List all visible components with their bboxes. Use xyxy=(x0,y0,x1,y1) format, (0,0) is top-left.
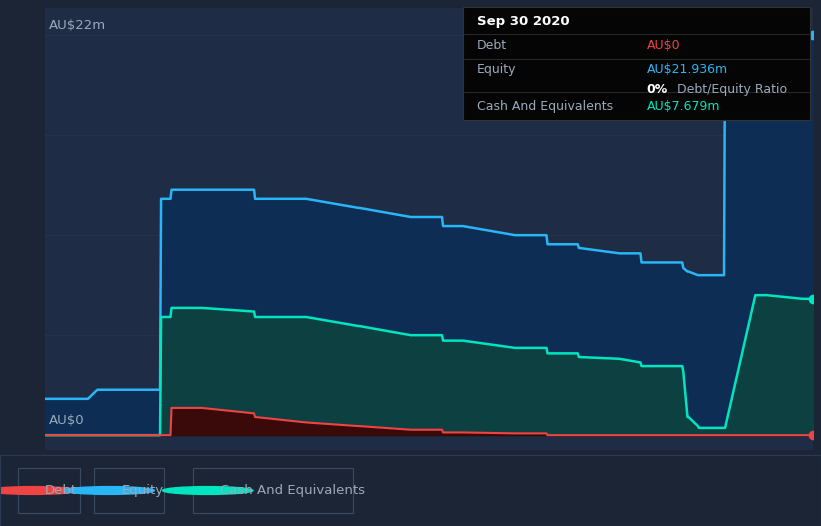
Text: AU$22m: AU$22m xyxy=(49,19,106,32)
Text: 0%: 0% xyxy=(647,83,668,96)
Text: Sep 30 2020: Sep 30 2020 xyxy=(477,15,570,28)
Text: Debt: Debt xyxy=(477,38,507,52)
Text: Equity: Equity xyxy=(122,484,163,497)
Circle shape xyxy=(0,487,78,494)
Circle shape xyxy=(163,487,253,494)
Circle shape xyxy=(64,487,154,494)
Text: Cash And Equivalents: Cash And Equivalents xyxy=(477,99,613,113)
Text: Cash And Equivalents: Cash And Equivalents xyxy=(220,484,365,497)
Text: AU$21.936m: AU$21.936m xyxy=(647,63,727,76)
Text: AU$0: AU$0 xyxy=(647,38,681,52)
Text: Debt/Equity Ratio: Debt/Equity Ratio xyxy=(672,83,787,96)
Text: AU$7.679m: AU$7.679m xyxy=(647,99,720,113)
Text: AU$0: AU$0 xyxy=(49,414,85,427)
Text: Equity: Equity xyxy=(477,63,516,76)
Text: Debt: Debt xyxy=(45,484,77,497)
